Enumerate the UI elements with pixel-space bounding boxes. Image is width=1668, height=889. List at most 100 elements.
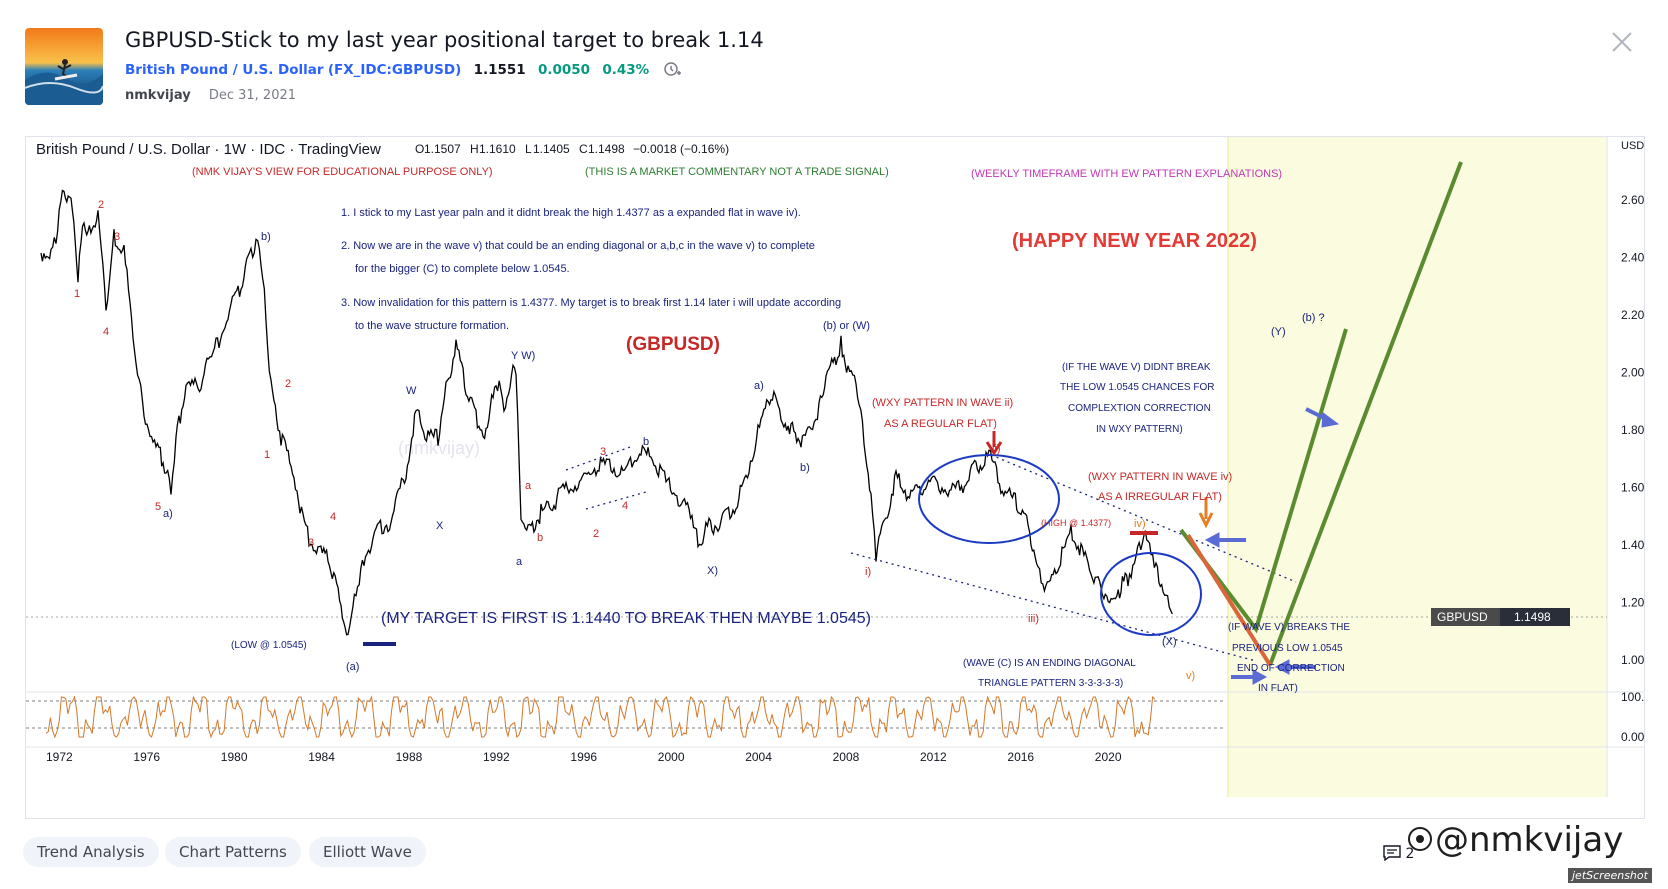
currency-label: USD [1621,140,1644,152]
oscillator-tick: 100.00 [1621,690,1644,704]
year-tick: 1980 [221,750,248,764]
wave-label: ii) [992,443,1001,455]
ohlc-close: 1.1498 [588,142,625,156]
oscillator-series [45,695,1156,739]
annotation-commentary: (THIS IS A MARKET COMMENTARY NOT A TRADE… [585,166,889,178]
author-line: nmkvijay Dec 31, 2021 [125,88,296,103]
chart-annotations: (NMK VIJAY'S VIEW FOR EDUCATIONAL PURPOS… [192,166,1350,694]
annotation-note1: 1. I stick to my Last year paln and it d… [341,207,801,219]
price-tick: 2.0000 [1621,366,1644,380]
time-axis[interactable]: 1972 1976 1980 1984 1988 1992 1996 2000 2004 2008… [46,750,1122,764]
wave-label: (X) [1162,636,1177,648]
chart-area[interactable]: British Pound / U.S. Dollar · 1W · IDC ·… [25,136,1645,819]
wave-label: v) [1186,670,1195,682]
annotation-wxy-ii-2: AS A REGULAR FLAT) [884,418,997,430]
wave-label: a [516,556,523,568]
wave-label: W [406,385,417,397]
symbol-name-link[interactable]: British Pound / U.S. Dollar [125,62,324,78]
annotation-target: (MY TARGET IS FIRST IS 1.1440 TO BREAK T… [381,610,871,627]
ohlc-close-label: C [579,142,588,156]
wave-label: 3 [600,446,606,458]
annotation-ifvb-3: END OF CORRECTION [1237,663,1345,674]
comments-button[interactable]: 2 [1383,845,1414,862]
wave-label: a) [163,508,173,520]
year-tick: 2008 [833,750,860,764]
annotation-ifvb-1: (IF WAVE V) BREAKS THE [1228,622,1350,633]
year-tick: 1992 [483,750,510,764]
tag-chart-patterns[interactable]: Chart Patterns [165,837,301,867]
year-tick: 2012 [920,750,947,764]
wave-label: 2 [98,199,104,211]
ohlc-open: 1.1507 [424,142,461,156]
year-tick: 1972 [46,750,73,764]
wave-label: 2 [285,378,291,390]
chart-faint-watermark: (nmkvijay) [398,438,480,458]
annotation-wxy-ii-1: (WXY PATTERN IN WAVE ii) [872,397,1013,409]
wave-label: a [525,480,532,492]
wave-label: iii) [1028,613,1039,625]
wxy-wave-ii-ellipse [918,454,1060,544]
annotation-weekly: (WEEKLY TIMEFRAME WITH EW PATTERN EXPLAN… [971,168,1282,180]
annotation-note3b: to the wave structure formation. [355,320,509,332]
oscillator-axis[interactable]: 100.00 0.00 [1621,690,1644,744]
price-tick: 1.4000 [1621,538,1644,552]
idea-title: GBPUSD-Stick to my last year positional … [125,28,764,52]
annotation-ifv-3: COMPLEXTION CORRECTION [1068,403,1211,414]
price-tick: 2.4000 [1621,251,1644,265]
future-highlight-zone [1228,137,1607,797]
close-button[interactable] [1610,30,1634,54]
tag-trend-analysis[interactable]: Trend Analysis [23,837,159,867]
year-tick: 1996 [570,750,597,764]
annotation-ifv-1: (IF THE WAVE V) DIDNT BREAK [1062,362,1211,373]
oscillator-tick: 0.00 [1621,730,1644,744]
annotation-ifvb-4: IN FLAT) [1258,683,1298,694]
symbol-line: British Pound / U.S. Dollar (FX_IDC:GBPU… [125,60,682,78]
ohlc-low-label: L [525,142,532,156]
price-tick: 1.6000 [1621,481,1644,495]
annotation-ifvb-2: PREVIOUS LOW 1.0545 [1232,643,1343,654]
price-series [40,189,1173,636]
wave-label: i) [865,566,871,578]
ohlc-high: 1.1610 [479,142,516,156]
wave-label: (Y) [1271,326,1286,338]
wave-label: b) [800,462,810,474]
wave-label: 3 [308,537,314,549]
wave-label: (b) or (W) [823,320,870,332]
price-tick: 1.0000 [1621,653,1644,667]
comment-count: 2 [1405,846,1415,862]
wave-label: 1 [74,288,80,300]
add-alert-icon[interactable] [662,60,682,78]
annotation-edu: (NMK VIJAY'S VIEW FOR EDUCATIONAL PURPOS… [192,166,493,178]
author-watermark: @nmkvijay [1405,820,1623,860]
symbol-change-pct: 0.43% [602,62,650,78]
price-tick: 1.2000 [1621,596,1644,610]
wave-label: X) [707,565,718,577]
chart-legend-title: British Pound / U.S. Dollar · 1W · IDC ·… [36,141,381,158]
annotation-wavec-2: TRIANGLE PATTERN 3-3-3-3-3) [978,678,1123,689]
symbol-code-link[interactable]: (FX_IDC:GBPUSD) [327,62,462,78]
wave-label: 1 [264,449,270,461]
wave-label: 4 [103,326,109,338]
chart-canvas[interactable]: British Pound / U.S. Dollar · 1W · IDC ·… [26,137,1644,818]
annotation-ifv-4: IN WXY PATTERN) [1096,424,1183,435]
annotation-high: (HIGH @ 1.4377) [1041,518,1111,528]
tag-elliott-wave[interactable]: Elliott Wave [309,837,426,867]
ohlc-open-label: O [415,142,424,156]
price-axis[interactable]: 2.6000 2.4000 2.2000 2.0000 1.8000 1.6000 1.40… [1621,193,1644,667]
wave-iv-down-arrow [1198,497,1214,529]
year-tick: 2016 [1007,750,1034,764]
wave-label: iv) [1134,518,1146,530]
wave-label: b [537,532,543,544]
weibo-icon [1408,827,1432,851]
wave-label: (a) [346,661,359,673]
price-tick: 2.2000 [1621,308,1644,322]
ohlc-change: −0.0018 (−0.16%) [633,142,729,156]
wxy-wave-iv-ellipse [1100,552,1202,636]
wave-label: b) [261,231,271,243]
author-link[interactable]: nmkvijay [125,88,191,103]
surfer-thumbnail-icon [25,28,103,105]
price-tick: 2.6000 [1621,193,1644,207]
idea-thumbnail[interactable] [25,28,103,105]
ohlc-high-label: H [470,142,479,156]
